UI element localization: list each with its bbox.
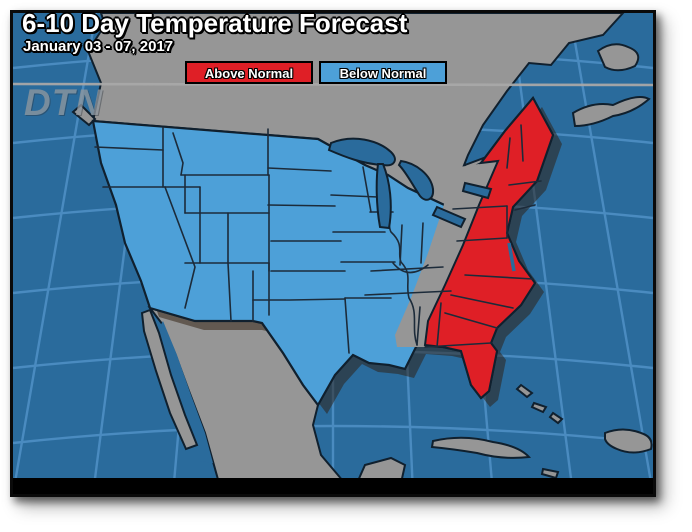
lake-michigan <box>375 163 392 230</box>
bottom-black-bar <box>13 478 653 494</box>
lake-huron <box>397 159 435 201</box>
bahamas-3 <box>548 411 564 425</box>
vancouver-island <box>71 103 97 127</box>
nova-scotia <box>571 96 651 128</box>
caribbean-islands <box>430 383 653 480</box>
baja-california <box>140 308 199 451</box>
forecast-map-frame <box>10 10 656 497</box>
cuba <box>430 436 532 459</box>
gray-parallel-line <box>13 82 653 87</box>
bahamas-1 <box>515 383 534 399</box>
lake-superior <box>327 137 396 167</box>
sea-of-cortez <box>155 321 213 463</box>
north-america-forecast-map <box>13 13 653 494</box>
lake-ontario <box>461 181 493 200</box>
lake-erie <box>431 205 467 229</box>
bahamas-2 <box>530 401 548 414</box>
great-lakes <box>327 137 493 230</box>
newfoundland-island <box>596 43 640 72</box>
chesapeake-bay <box>507 242 516 272</box>
hispaniola <box>604 428 653 454</box>
